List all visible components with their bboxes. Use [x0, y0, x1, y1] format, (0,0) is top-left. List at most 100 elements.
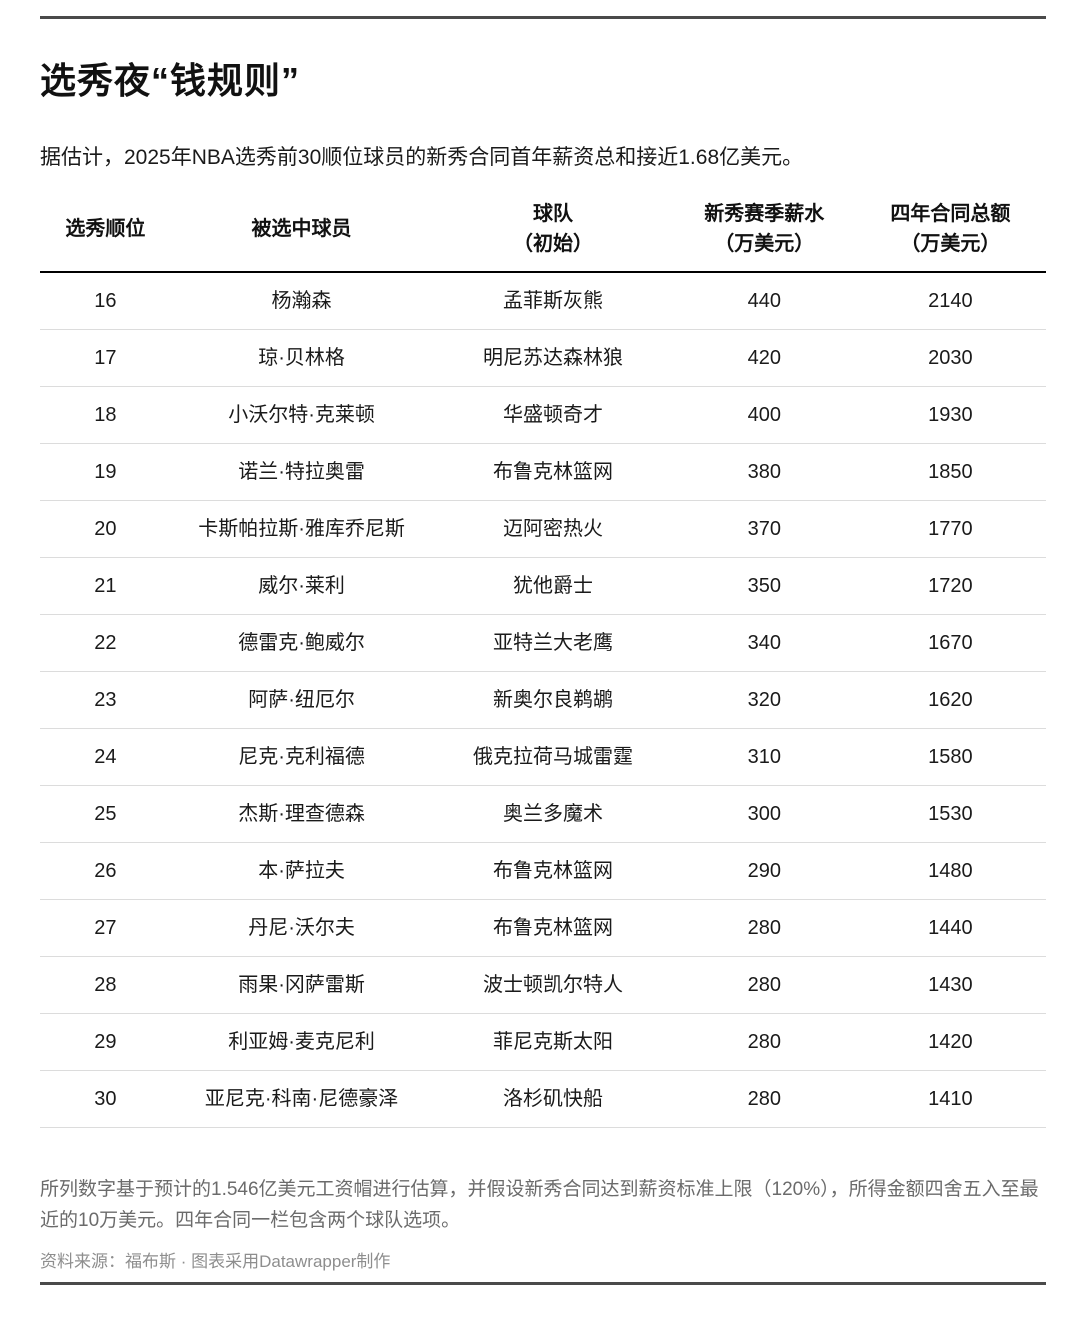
cell-salary: 290 — [673, 842, 855, 900]
cell-pick: 23 — [40, 671, 171, 729]
cell-salary: 280 — [673, 899, 855, 957]
cell-team: 明尼苏达森林狼 — [432, 329, 674, 387]
cell-pick: 28 — [40, 956, 171, 1014]
cell-total: 1420 — [854, 1013, 1046, 1071]
table-row: 17 琼·贝林格 明尼苏达森林狼 420 2030 — [40, 329, 1046, 387]
cell-salary: 400 — [673, 386, 855, 444]
cell-total: 1850 — [854, 443, 1046, 501]
cell-team: 迈阿密热火 — [432, 500, 674, 558]
table-row: 23 阿萨·纽厄尔 新奥尔良鹈鹕 320 1620 — [40, 671, 1046, 729]
cell-player: 本·萨拉夫 — [170, 842, 433, 900]
table-row: 22 德雷克·鲍威尔 亚特兰大老鹰 340 1670 — [40, 614, 1046, 672]
cell-total: 1930 — [854, 386, 1046, 444]
table-body: 16 杨瀚森 孟菲斯灰熊 440 2140 17 琼·贝林格 明尼苏达森林狼 4… — [40, 272, 1046, 1128]
cell-pick: 25 — [40, 785, 171, 843]
table-row: 26 本·萨拉夫 布鲁克林篮网 290 1480 — [40, 842, 1046, 900]
cell-salary: 280 — [673, 956, 855, 1014]
page-subtitle: 据估计，2025年NBA选秀前30顺位球员的新秀合同首年薪资总和接近1.68亿美… — [40, 146, 804, 169]
table-row: 24 尼克·克利福德 俄克拉荷马城雷霆 310 1580 — [40, 728, 1046, 786]
cell-salary: 370 — [673, 500, 855, 558]
table-row: 18 小沃尔特·克莱顿 华盛顿奇才 400 1930 — [40, 386, 1046, 444]
page-title: 选秀夜“钱规则” — [40, 60, 301, 101]
cell-player: 尼克·克利福德 — [170, 728, 433, 786]
cell-team: 菲尼克斯太阳 — [432, 1013, 674, 1071]
bottom-rule — [40, 1282, 1046, 1285]
cell-team: 孟菲斯灰熊 — [432, 272, 674, 330]
table-row: 28 雨果·冈萨雷斯 波士顿凯尔特人 280 1430 — [40, 956, 1046, 1014]
column-header-team: 球队 （初始） — [432, 199, 674, 273]
cell-total: 2030 — [854, 329, 1046, 387]
column-header-total-line2: （万美元） — [900, 233, 1001, 255]
cell-pick: 16 — [40, 272, 171, 330]
cell-pick: 26 — [40, 842, 171, 900]
cell-total: 2140 — [854, 272, 1046, 330]
cell-player: 卡斯帕拉斯·雅库乔尼斯 — [170, 500, 433, 558]
cell-team: 布鲁克林篮网 — [432, 842, 674, 900]
table-row: 21 威尔·莱利 犹他爵士 350 1720 — [40, 557, 1046, 615]
cell-salary: 340 — [673, 614, 855, 672]
cell-team: 俄克拉荷马城雷霆 — [432, 728, 674, 786]
cell-player: 杨瀚森 — [170, 272, 433, 330]
cell-total: 1770 — [854, 500, 1046, 558]
table-row: 25 杰斯·理查德森 奥兰多魔术 300 1530 — [40, 785, 1046, 843]
cell-player: 小沃尔特·克莱顿 — [170, 386, 433, 444]
table-row: 16 杨瀚森 孟菲斯灰熊 440 2140 — [40, 272, 1046, 330]
cell-total: 1720 — [854, 557, 1046, 615]
cell-player: 德雷克·鲍威尔 — [170, 614, 433, 672]
cell-salary: 310 — [673, 728, 855, 786]
column-header-pick-line1: 选秀顺位 — [65, 218, 146, 240]
cell-player: 利亚姆·麦克尼利 — [170, 1013, 433, 1071]
column-header-player-line1: 被选中球员 — [251, 218, 352, 240]
cell-pick: 27 — [40, 899, 171, 957]
cell-pick: 20 — [40, 500, 171, 558]
cell-total: 1670 — [854, 614, 1046, 672]
cell-salary: 350 — [673, 557, 855, 615]
cell-team: 犹他爵士 — [432, 557, 674, 615]
cell-player: 威尔·莱利 — [170, 557, 433, 615]
cell-pick: 30 — [40, 1070, 171, 1128]
cell-total: 1620 — [854, 671, 1046, 729]
cell-team: 洛杉矶快船 — [432, 1070, 674, 1128]
cell-salary: 300 — [673, 785, 855, 843]
footnotes: 所列数字基于预计的1.546亿美元工资帽进行估算，并假设新秀合同达到薪资标准上限… — [40, 1179, 1039, 1231]
cell-player: 雨果·冈萨雷斯 — [170, 956, 433, 1014]
cell-team: 布鲁克林篮网 — [432, 899, 674, 957]
cell-total: 1580 — [854, 728, 1046, 786]
cell-team: 奥兰多魔术 — [432, 785, 674, 843]
cell-pick: 19 — [40, 443, 171, 501]
column-header-salary-line1: 新秀赛季薪水 — [704, 203, 825, 225]
column-header-team-line1: 球队 — [533, 203, 574, 225]
cell-player: 琼·贝林格 — [170, 329, 433, 387]
cell-player: 阿萨·纽厄尔 — [170, 671, 433, 729]
cell-team: 布鲁克林篮网 — [432, 443, 674, 501]
cell-player: 亚尼克·科南·尼德豪泽 — [170, 1070, 433, 1128]
column-header-salary-line2: （万美元） — [714, 233, 815, 255]
table-row: 20 卡斯帕拉斯·雅库乔尼斯 迈阿密热火 370 1770 — [40, 500, 1046, 558]
cell-player: 丹尼·沃尔夫 — [170, 899, 433, 957]
table-header-row: 选秀顺位 被选中球员 球队 （初始） 新秀赛季薪水 （万美元） 四年合同总额 （万美元… — [40, 199, 1046, 273]
cell-total: 1410 — [854, 1070, 1046, 1128]
cell-salary: 420 — [673, 329, 855, 387]
column-header-pick: 选秀顺位 — [40, 199, 171, 273]
cell-pick: 21 — [40, 557, 171, 615]
cell-total: 1530 — [854, 785, 1046, 843]
cell-pick: 22 — [40, 614, 171, 672]
column-header-salary: 新秀赛季薪水 （万美元） — [673, 199, 855, 273]
column-header-total: 四年合同总额 （万美元） — [854, 199, 1046, 273]
column-header-player: 被选中球员 — [170, 199, 433, 273]
cell-player: 杰斯·理查德森 — [170, 785, 433, 843]
cell-salary: 320 — [673, 671, 855, 729]
cell-total: 1430 — [854, 956, 1046, 1014]
column-header-total-line1: 四年合同总额 — [890, 203, 1011, 225]
top-rule — [40, 16, 1046, 19]
cell-team: 波士顿凯尔特人 — [432, 956, 674, 1014]
column-header-team-line2: （初始） — [513, 233, 594, 255]
table-row: 29 利亚姆·麦克尼利 菲尼克斯太阳 280 1420 — [40, 1013, 1046, 1071]
cell-total: 1480 — [854, 842, 1046, 900]
table-row: 30 亚尼克·科南·尼德豪泽 洛杉矶快船 280 1410 — [40, 1070, 1046, 1128]
cell-salary: 280 — [673, 1070, 855, 1128]
cell-total: 1440 — [854, 899, 1046, 957]
cell-pick: 17 — [40, 329, 171, 387]
draft-salary-table: 选秀顺位 被选中球员 球队 （初始） 新秀赛季薪水 （万美元） 四年合同总额 （万美元… — [40, 199, 1046, 1128]
cell-team: 亚特兰大老鹰 — [432, 614, 674, 672]
